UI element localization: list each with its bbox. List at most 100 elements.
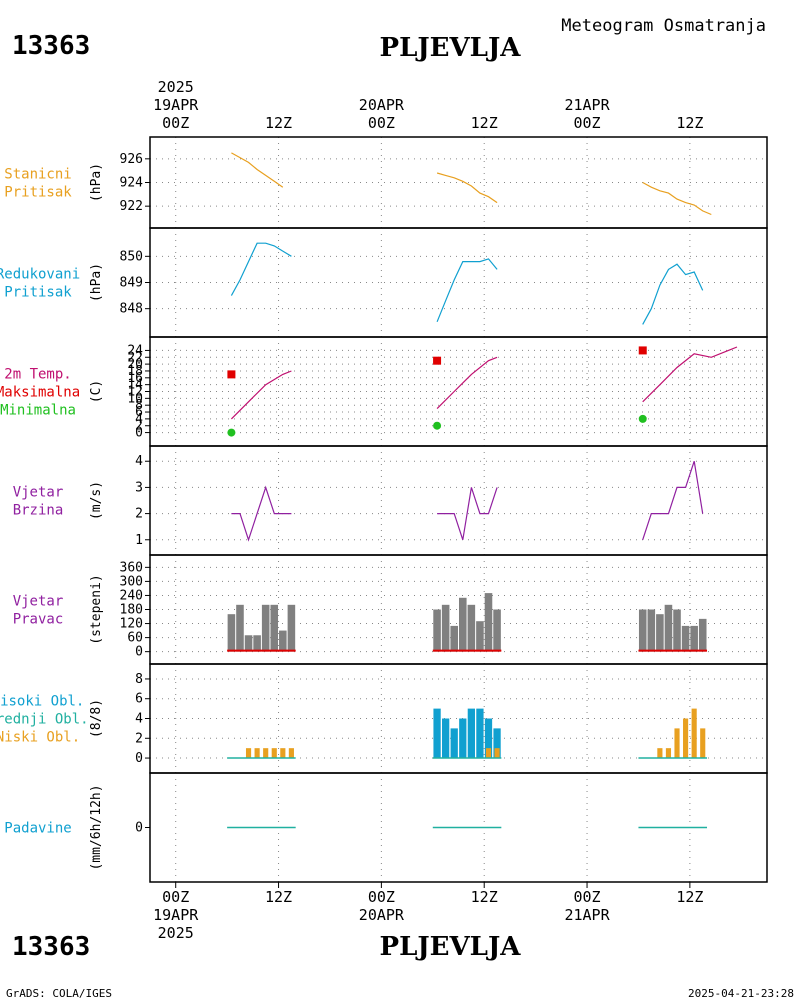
station-id-bottom: 13363 xyxy=(12,932,90,962)
wind-direction-bar xyxy=(698,618,707,652)
y-axis-unit: (C) xyxy=(89,380,104,403)
bottom-date-label: 19APR xyxy=(153,906,199,924)
wind-direction-bar xyxy=(673,609,681,652)
panel-frame xyxy=(149,772,768,883)
cloud-bar-high xyxy=(467,708,475,759)
y-tick-label: 4 xyxy=(135,712,143,727)
panel-frame xyxy=(149,136,768,229)
series-line-pressure xyxy=(231,152,284,188)
wind-direction-bar xyxy=(467,604,476,652)
cloud-bar-high xyxy=(433,708,441,759)
y-tick-label: 850 xyxy=(120,249,143,264)
bottom-year-label: 2025 xyxy=(158,924,194,942)
y-tick-label: 12 xyxy=(127,385,143,400)
station-name-top: PLJEVLJA xyxy=(380,33,522,63)
panel-label: Minimalna xyxy=(0,403,76,419)
y-tick-label: 1 xyxy=(135,533,143,548)
y-tick-label: 2 xyxy=(135,507,143,522)
cloud-bar-high xyxy=(484,718,493,759)
panel-precipitation: Padavine (mm/6h/12h) 0 xyxy=(4,772,768,883)
y-tick-label: 24 xyxy=(127,343,143,358)
wind-direction-bar xyxy=(690,625,698,652)
y-tick-label: 0 xyxy=(135,751,143,766)
wind-direction-bar xyxy=(279,630,287,652)
bottom-date-label: 21APR xyxy=(564,906,610,924)
wind-direction-bar xyxy=(253,635,261,652)
cloud-bar-low xyxy=(288,748,294,759)
cloud-bar-high xyxy=(459,718,467,759)
top-date-label: 19APR xyxy=(153,96,199,114)
series-line-temperature xyxy=(436,356,498,410)
y-tick-label: 2 xyxy=(135,731,143,746)
panel-reduced_pressure: Redukovani Pritisak (hPa) 848 849 850 xyxy=(0,227,768,338)
top-12z-label: 12Z xyxy=(471,114,498,132)
bottom-00z-label: 00Z xyxy=(162,888,189,906)
cloud-bar-high xyxy=(476,708,484,759)
panel-label: 2m Temp. xyxy=(4,367,71,383)
panel-label: Stanicni xyxy=(4,167,71,183)
wind-direction-bar xyxy=(287,604,296,652)
bottom-date-label: 20APR xyxy=(359,906,405,924)
panel-temperature: 2m Temp.MaksimalnaMinimalna(C)0246810121… xyxy=(0,336,768,447)
y-tick-label: 10 xyxy=(127,391,143,406)
wind-direction-bar xyxy=(459,597,467,652)
station-name-bottom: PLJEVLJA xyxy=(380,932,522,962)
cloud-bar-low xyxy=(494,748,500,759)
y-tick-label: 926 xyxy=(120,152,143,167)
panel-clouds: Visoki Obl. Srednji Obl. Niski Obl. (8/8) 0 2… xyxy=(0,663,768,774)
footer-timestamp: 2025-04-21-23:28 xyxy=(688,987,794,1000)
series-line-wind_speed xyxy=(642,461,704,540)
top-12z-label: 12Z xyxy=(265,114,292,132)
min-temp-marker xyxy=(433,421,442,430)
cloud-bar-low xyxy=(263,748,269,759)
cloud-bar-low xyxy=(700,728,706,759)
y-axis-unit: (8/8) xyxy=(89,699,104,738)
y-tick-label: 922 xyxy=(120,199,143,214)
y-tick-label: 60 xyxy=(127,631,143,646)
wind-direction-bar xyxy=(450,625,458,652)
y-axis-unit: (hPa) xyxy=(89,263,104,302)
bottom-12z-label: 12Z xyxy=(471,888,498,906)
y-axis-unit: (stepeni) xyxy=(89,574,104,644)
wind-direction-bar xyxy=(493,609,501,652)
cloud-bar-low xyxy=(691,708,697,759)
y-axis-unit: (hPa) xyxy=(89,163,104,202)
wind-direction-bar xyxy=(270,604,279,652)
cloud-bar-high xyxy=(442,718,450,759)
wind-direction-bar xyxy=(476,621,484,652)
y-tick-label: 16 xyxy=(127,371,143,386)
panels: Stanicni Pritisak (hPa) 922 924 926 Redukovani… xyxy=(0,136,768,883)
y-tick-label: 240 xyxy=(120,588,143,603)
y-tick-label: 0 xyxy=(135,426,143,441)
panel-label: Maksimalna xyxy=(0,385,80,401)
panel-label: Brzina xyxy=(13,503,64,519)
wind-direction-bar xyxy=(441,604,450,652)
cloud-bar-low xyxy=(254,748,260,759)
top-date-label: 20APR xyxy=(359,96,405,114)
panel-label: Padavine xyxy=(4,821,71,837)
panel-label: Niski Obl. xyxy=(0,730,80,746)
wind-direction-bar xyxy=(484,593,493,652)
min-temp-marker xyxy=(227,428,236,437)
wind-direction-bar xyxy=(261,604,270,652)
panel-frame xyxy=(149,336,768,447)
y-tick-label: 180 xyxy=(120,603,143,618)
cloud-bar-low xyxy=(485,748,492,759)
cloud-bar-high xyxy=(493,728,501,759)
wind-direction-bar xyxy=(236,604,244,652)
max-temp-marker xyxy=(227,370,236,379)
y-tick-label: 6 xyxy=(135,405,143,420)
top-00z-label: 00Z xyxy=(573,114,600,132)
top-year-label: 2025 xyxy=(158,78,194,96)
panel-label: Pritisak xyxy=(4,185,72,201)
cloud-bar-low xyxy=(674,728,680,759)
y-tick-label: 4 xyxy=(135,412,143,427)
cloud-bar-low xyxy=(245,748,252,759)
chart-subtitle: Meteogram Osmatranja xyxy=(561,16,766,36)
y-tick-label: 4 xyxy=(135,454,143,469)
top-00z-label: 00Z xyxy=(368,114,395,132)
series-line-temperature xyxy=(230,370,292,420)
